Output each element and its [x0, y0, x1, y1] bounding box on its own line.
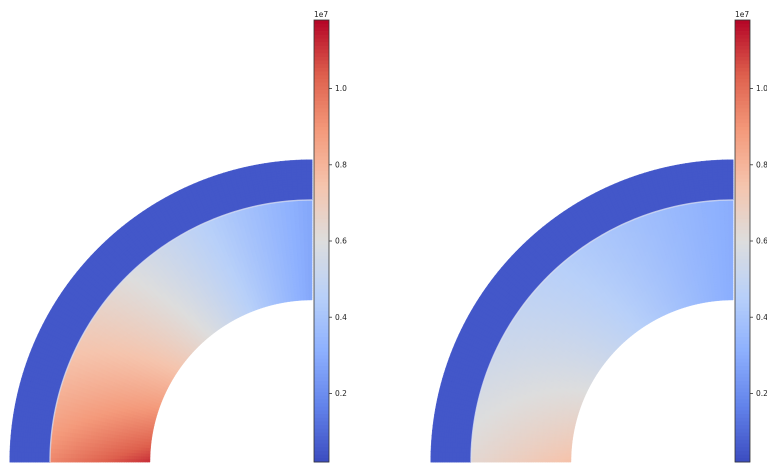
mesh-cell — [9, 445, 13, 453]
mesh-cell — [9, 440, 14, 447]
mesh-cell — [9, 456, 13, 463]
annulus-plot-left — [9, 159, 313, 463]
chart-panel-left: 1e7 0.20.40.60.81.0 — [9, 10, 347, 463]
mesh-cell — [9, 450, 13, 458]
